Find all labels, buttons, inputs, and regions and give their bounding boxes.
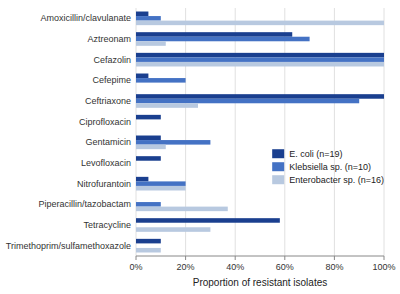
bar: [136, 140, 210, 145]
legend-swatch: [272, 149, 284, 158]
bar: [136, 124, 137, 129]
bar: [136, 99, 359, 104]
bar: [136, 74, 148, 79]
bar: [136, 177, 148, 182]
y-tick-labels: Trimethoprim/sulfamethoxazole Tetracyclin…: [6, 13, 131, 250]
bar: [136, 161, 137, 166]
x-axis-line: [136, 256, 384, 257]
series: [136, 12, 384, 244]
legend-label: Klebsiella sp. (n=10): [289, 162, 371, 172]
bar: [136, 181, 186, 186]
bar: [136, 248, 161, 253]
bar: [136, 165, 137, 170]
bar: [136, 83, 137, 88]
x-axis-label: Proportion of resistant isolates: [193, 277, 328, 288]
bar: [136, 115, 161, 120]
y-tick-label: Cefepime: [92, 75, 131, 85]
bar: [136, 16, 161, 21]
legend-swatch: [272, 162, 284, 171]
bar: [136, 243, 137, 248]
bar: [136, 21, 384, 26]
y-tick-label: Tetracycline: [83, 220, 131, 230]
x-tick-label: 100%: [372, 262, 395, 272]
bar: [136, 37, 310, 42]
bar: [136, 94, 384, 99]
bar: [136, 223, 137, 228]
bar: [136, 207, 228, 212]
bar: [136, 136, 161, 141]
y-tick-label: Levofloxacin: [81, 158, 131, 168]
bar: [136, 57, 384, 62]
bar: [136, 12, 148, 17]
bar: [136, 119, 137, 124]
bar: [136, 198, 137, 203]
x-ticks: 0% 20% 40% 60% 80% 100%: [129, 256, 395, 272]
y-tick-label: Trimethoprim/sulfamethoxazole: [6, 241, 131, 251]
x-tick-label: 0%: [129, 262, 142, 272]
bar: [136, 32, 292, 37]
bar: [136, 62, 384, 67]
tick-mark: [384, 256, 385, 260]
grid-line: [334, 8, 335, 256]
grid-line: [284, 8, 285, 256]
tick-mark: [185, 256, 186, 260]
grid: [136, 8, 384, 256]
y-tick-label: Piperacillin/tazobactam: [38, 199, 131, 209]
y-tick-label: Amoxicillin/clavulanate: [40, 13, 131, 23]
x-tick-label: 20%: [177, 262, 195, 272]
tick-mark: [235, 256, 236, 260]
legend-label: Enterobacter sp. (n=16): [289, 175, 384, 185]
legend: E. coli (n=19) Klebsiella sp. (n=10) Enter…: [272, 149, 384, 185]
bar: [136, 145, 166, 150]
tick-mark: [284, 256, 285, 260]
chart: Trimethoprim/sulfamethoxazole Tetracyclin…: [0, 0, 400, 294]
tick-mark: [334, 256, 335, 260]
bar: [136, 78, 186, 83]
x-tick-label: 60%: [276, 262, 294, 272]
grid-line: [384, 8, 385, 256]
bar: [136, 41, 166, 46]
y-tick-label: Ceftriaxone: [85, 96, 131, 106]
bar: [136, 103, 198, 108]
bars: [136, 12, 384, 253]
y-tick-label: Ciprofloxacin: [79, 117, 131, 127]
bar: [136, 227, 210, 232]
bar: [136, 186, 186, 191]
y-tick-label: Gentamicin: [85, 137, 131, 147]
bar: [136, 218, 280, 223]
series: [136, 21, 384, 253]
x-tick-label: 40%: [226, 262, 244, 272]
y-tick-label: Cefazolin: [93, 55, 131, 65]
bar: [136, 156, 161, 161]
legend-label: E. coli (n=19): [289, 149, 342, 159]
x-tick-label: 80%: [325, 262, 343, 272]
y-tick-label: Nitrofurantoin: [77, 179, 131, 189]
bar: [136, 239, 161, 244]
bar: [136, 53, 384, 58]
tick-mark: [136, 256, 137, 260]
series: [136, 16, 384, 207]
y-tick-label: Aztreonam: [87, 34, 131, 44]
bar: [136, 202, 161, 207]
legend-swatch: [272, 175, 284, 184]
